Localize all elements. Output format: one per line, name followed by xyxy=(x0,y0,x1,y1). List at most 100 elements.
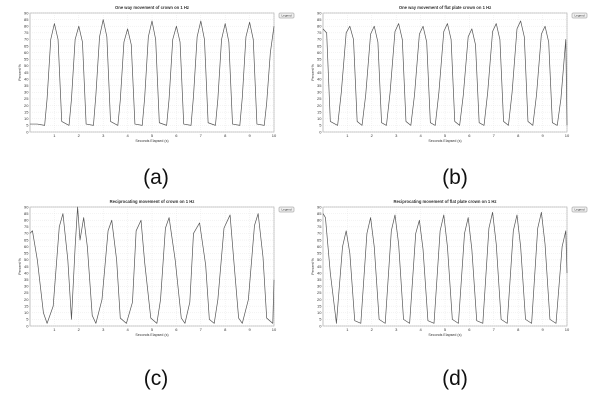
x-tick-label: 7 xyxy=(493,327,496,332)
y-tick-label: 60 xyxy=(317,244,322,249)
y-tick-label: 80 xyxy=(317,218,322,223)
x-tick-label: 1 xyxy=(346,133,349,138)
y-tick-label: 35 xyxy=(317,277,322,282)
y-tick-label: 65 xyxy=(317,43,322,48)
y-tick-label: 65 xyxy=(317,237,322,242)
y-tick-label: 0 xyxy=(26,323,29,328)
y-tick-label: 90 xyxy=(317,10,322,15)
x-tick-label: 5 xyxy=(444,327,447,332)
x-tick-label: 8 xyxy=(224,133,227,138)
y-tick-label: 25 xyxy=(24,96,29,101)
y-tick-label: 55 xyxy=(24,251,29,256)
x-tick-label: 3 xyxy=(395,327,398,332)
y-tick-label: 45 xyxy=(317,70,322,75)
y-tick-label: 35 xyxy=(24,277,29,282)
y-tick-label: 65 xyxy=(24,43,29,48)
x-tick-label: 5 xyxy=(151,327,154,332)
x-tick-label: 5 xyxy=(151,133,154,138)
x-axis-label: Seconds Elapsed (s) xyxy=(135,333,168,337)
legend-label: Legend xyxy=(574,208,584,212)
y-axis-label: Percent % xyxy=(18,63,22,80)
y-tick-label: 70 xyxy=(317,37,322,42)
y-tick-label: 35 xyxy=(317,83,322,88)
y-tick-label: 30 xyxy=(24,90,29,95)
x-tick-label: 8 xyxy=(224,327,227,332)
legend-box xyxy=(571,206,588,213)
x-tick-label: 7 xyxy=(200,327,203,332)
x-tick-label: 9 xyxy=(541,133,544,138)
y-tick-label: 15 xyxy=(24,109,29,114)
y-tick-label: 0 xyxy=(319,323,322,328)
y-tick-label: 5 xyxy=(319,317,322,322)
x-tick-label: 10 xyxy=(565,133,570,138)
y-tick-label: 85 xyxy=(24,211,29,216)
chart-panel-c: 0 5 10 15 20 25 30 35 40 45 50 55 60 65 70 75 80 85 90 1 2 3 4… xyxy=(18,198,295,348)
chart-title: Reciprocating movement of flat plate cro… xyxy=(393,199,496,204)
legend-label: Legend xyxy=(281,14,291,18)
series-line xyxy=(322,20,568,126)
x-tick-label: 2 xyxy=(78,327,81,332)
y-tick-label: 75 xyxy=(24,30,29,35)
y-tick-label: 15 xyxy=(317,303,322,308)
y-tick-label: 90 xyxy=(24,10,29,15)
chart-title: One way movement of crown on 1 Hz xyxy=(115,5,189,10)
y-tick-label: 20 xyxy=(24,297,29,302)
chart-panel-b: 0 5 10 15 20 25 30 35 40 45 50 55 60 65 70 75 80 85 90 1 2 3 4… xyxy=(311,4,588,154)
x-tick-label: 5 xyxy=(444,133,447,138)
x-tick-label: 8 xyxy=(517,327,520,332)
y-axis-label: Percent % xyxy=(18,257,22,274)
y-tick-label: 25 xyxy=(317,96,322,101)
x-tick-label: 10 xyxy=(272,327,277,332)
x-tick-label: 3 xyxy=(102,133,105,138)
y-tick-label: 5 xyxy=(26,123,29,128)
x-tick-label: 1 xyxy=(53,133,56,138)
x-tick-label: 7 xyxy=(493,133,496,138)
x-tick-label: 9 xyxy=(248,327,251,332)
legend-box xyxy=(278,206,295,213)
y-tick-label: 85 xyxy=(317,17,322,22)
y-tick-label: 65 xyxy=(24,237,29,242)
y-tick-label: 45 xyxy=(24,70,29,75)
y-tick-label: 15 xyxy=(24,303,29,308)
y-tick-label: 30 xyxy=(317,284,322,289)
y-tick-label: 35 xyxy=(24,83,29,88)
y-tick-label: 80 xyxy=(24,218,29,223)
caption-a: (a) xyxy=(143,166,169,189)
x-tick-label: 6 xyxy=(468,133,471,138)
y-tick-label: 75 xyxy=(317,224,322,229)
x-tick-label: 2 xyxy=(371,327,374,332)
y-axis-label: Percent % xyxy=(311,257,315,274)
x-tick-label: 2 xyxy=(78,133,81,138)
y-tick-label: 15 xyxy=(317,109,322,114)
chart-title: Reciprocating movement of crown on 1 Hz xyxy=(110,199,195,204)
y-tick-label: 5 xyxy=(26,317,29,322)
y-tick-label: 90 xyxy=(24,204,29,209)
y-tick-label: 30 xyxy=(24,284,29,289)
y-tick-label: 50 xyxy=(317,257,322,262)
y-tick-label: 25 xyxy=(317,290,322,295)
y-tick-label: 90 xyxy=(317,204,322,209)
chart-panel-d: 0 5 10 15 20 25 30 35 40 45 50 55 60 65 70 75 80 85 90 1 2 3 4… xyxy=(311,198,588,348)
y-tick-label: 40 xyxy=(317,270,322,275)
y-tick-label: 85 xyxy=(24,17,29,22)
y-tick-label: 30 xyxy=(317,90,322,95)
y-tick-label: 0 xyxy=(26,129,29,134)
x-tick-label: 6 xyxy=(175,133,178,138)
y-tick-label: 75 xyxy=(317,30,322,35)
y-tick-label: 50 xyxy=(317,63,322,68)
x-tick-label: 1 xyxy=(346,327,349,332)
y-tick-label: 75 xyxy=(24,224,29,229)
caption-b: (b) xyxy=(442,166,468,189)
y-tick-label: 5 xyxy=(319,123,322,128)
y-tick-label: 55 xyxy=(317,57,322,62)
y-tick-label: 80 xyxy=(317,24,322,29)
x-tick-label: 1 xyxy=(53,327,56,332)
x-tick-label: 6 xyxy=(468,327,471,332)
y-tick-label: 60 xyxy=(24,244,29,249)
x-axis-label: Seconds Elapsed (s) xyxy=(135,139,168,143)
y-tick-label: 45 xyxy=(317,264,322,269)
x-tick-label: 7 xyxy=(200,133,203,138)
x-tick-label: 3 xyxy=(102,327,105,332)
y-tick-label: 45 xyxy=(24,264,29,269)
